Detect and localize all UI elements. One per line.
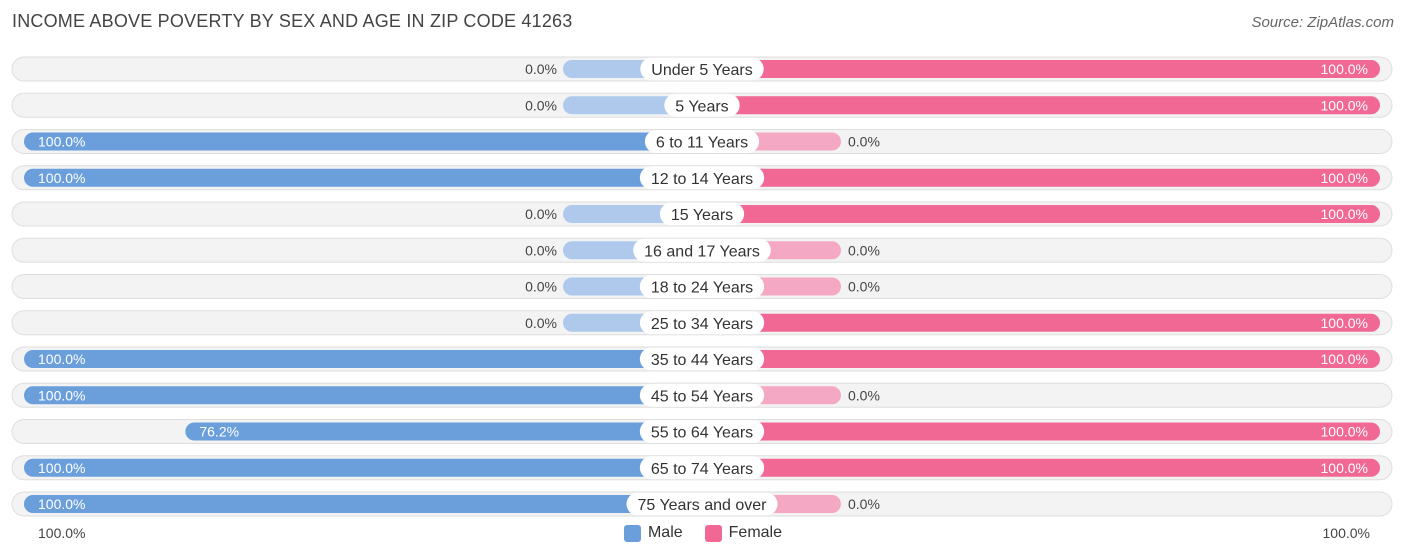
- chart-row: 0.0% 100.0% Under 5 Years: [11, 56, 1393, 82]
- female-value-label: 100.0%: [1321, 460, 1368, 476]
- male-value-label: 0.0%: [525, 315, 557, 331]
- chart-row: 0.0% 0.0% 16 and 17 Years: [11, 237, 1393, 263]
- male-bar: [24, 168, 702, 187]
- category-pill: [633, 238, 771, 262]
- male-value-label: 0.0%: [525, 242, 557, 258]
- source-label: Source: ZipAtlas.com: [1251, 14, 1394, 31]
- category-pill: [626, 492, 778, 516]
- male-value-label: 0.0%: [525, 61, 557, 77]
- category-pill: [639, 420, 765, 443]
- category-pill: [639, 383, 765, 407]
- category-label: 65 to 74 Years: [651, 461, 753, 478]
- category-label: 5 Years: [675, 98, 728, 115]
- male-value-label: 100.0%: [38, 387, 85, 403]
- female-value-label: 0.0%: [848, 496, 880, 512]
- male-value-label: 100.0%: [38, 134, 85, 150]
- male-value-label: 0.0%: [525, 279, 557, 295]
- male-value-label: 100.0%: [38, 351, 85, 367]
- legend-item-female[interactable]: Female: [704, 524, 783, 542]
- category-pill: [639, 347, 765, 371]
- chart-row: 100.0% 100.0% 35 to 44 Years: [11, 346, 1393, 372]
- female-value-label: 0.0%: [848, 242, 880, 258]
- male-bar: [185, 422, 702, 441]
- chart-row: 100.0% 100.0% 12 to 14 Years: [11, 165, 1393, 191]
- category-label: 18 to 24 Years: [651, 280, 753, 297]
- chart-row: 0.0% 0.0% 18 to 24 Years: [11, 274, 1393, 299]
- category-label: 12 to 14 Years: [651, 171, 753, 188]
- female-value-label: 100.0%: [1321, 97, 1368, 113]
- female-bar: [702, 60, 1380, 78]
- chart-area: 0.0% 100.0% Under 5 Years 0.0% 100.0% 5 Years…: [11, 56, 1393, 517]
- male-bar: [24, 386, 702, 405]
- legend-male-label: Male: [647, 524, 683, 541]
- male-value-label: 100.0%: [38, 496, 85, 512]
- male-bar: [24, 350, 702, 368]
- male-value-label: 0.0%: [525, 206, 557, 222]
- category-pill: [659, 202, 745, 226]
- chart-row: 100.0% 0.0% 75 Years and over: [11, 491, 1393, 517]
- chart-row: 100.0% 100.0% 65 to 74 Years: [11, 455, 1393, 481]
- chart-row: 100.0% 0.0% 45 to 54 Years: [11, 382, 1393, 408]
- legend: Male Female: [0, 524, 1406, 542]
- category-label: 25 to 34 Years: [651, 316, 753, 333]
- category-label: 75 Years and over: [638, 497, 768, 514]
- axis-left-label: 100.0%: [38, 525, 86, 541]
- female-bar: [702, 205, 1380, 223]
- female-bar: [702, 458, 1380, 477]
- legend-item-male[interactable]: Male: [623, 524, 683, 542]
- category-label: 55 to 64 Years: [651, 425, 753, 442]
- category-label: 35 to 44 Years: [651, 352, 753, 369]
- category-pill: [664, 93, 740, 117]
- female-swatch: [704, 524, 722, 542]
- female-value-label: 100.0%: [1321, 170, 1368, 186]
- female-bar: [702, 96, 1380, 115]
- category-pill: [644, 130, 760, 153]
- chart-title: INCOME ABOVE POVERTY BY SEX AND AGE IN Z…: [12, 11, 573, 31]
- male-value-label: 100.0%: [38, 170, 85, 186]
- female-value-label: 100.0%: [1321, 424, 1368, 440]
- legend-female-label: Female: [728, 524, 783, 541]
- chart-row: 0.0% 100.0% 25 to 34 Years: [11, 310, 1393, 336]
- male-value-label: 76.2%: [199, 424, 239, 440]
- female-bar: [702, 313, 1380, 332]
- female-bar: [702, 422, 1380, 441]
- category-pill: [639, 275, 765, 298]
- chart-row: 0.0% 100.0% 5 Years: [11, 92, 1393, 118]
- category-label: 6 to 11 Years: [656, 135, 748, 152]
- female-value-label: 100.0%: [1321, 315, 1368, 331]
- category-label: Under 5 Years: [651, 62, 752, 79]
- female-bar: [702, 350, 1380, 368]
- male-value-label: 0.0%: [525, 97, 557, 113]
- axis-right-label: 100.0%: [1322, 525, 1370, 541]
- female-bar: [702, 168, 1380, 187]
- male-value-label: 100.0%: [38, 460, 85, 476]
- male-bar: [24, 495, 702, 513]
- category-label: 16 and 17 Years: [644, 243, 760, 260]
- male-bar: [24, 132, 702, 151]
- female-value-label: 100.0%: [1321, 61, 1368, 77]
- category-pill: [639, 311, 765, 335]
- category-pill: [639, 166, 765, 190]
- chart-row: 100.0% 0.0% 6 to 11 Years: [11, 129, 1393, 154]
- category-pill: [639, 456, 765, 480]
- female-value-label: 0.0%: [848, 279, 880, 295]
- female-value-label: 0.0%: [848, 134, 880, 150]
- category-pill: [640, 57, 764, 81]
- female-value-label: 100.0%: [1321, 206, 1368, 222]
- male-bar: [24, 458, 702, 477]
- chart-row: 76.2% 100.0% 55 to 64 Years: [11, 419, 1393, 444]
- female-value-label: 100.0%: [1321, 351, 1368, 367]
- male-swatch: [623, 524, 641, 542]
- category-label: 15 Years: [671, 207, 733, 224]
- category-label: 45 to 54 Years: [651, 388, 753, 405]
- chart-row: 0.0% 100.0% 15 Years: [11, 201, 1393, 227]
- female-value-label: 0.0%: [848, 387, 880, 403]
